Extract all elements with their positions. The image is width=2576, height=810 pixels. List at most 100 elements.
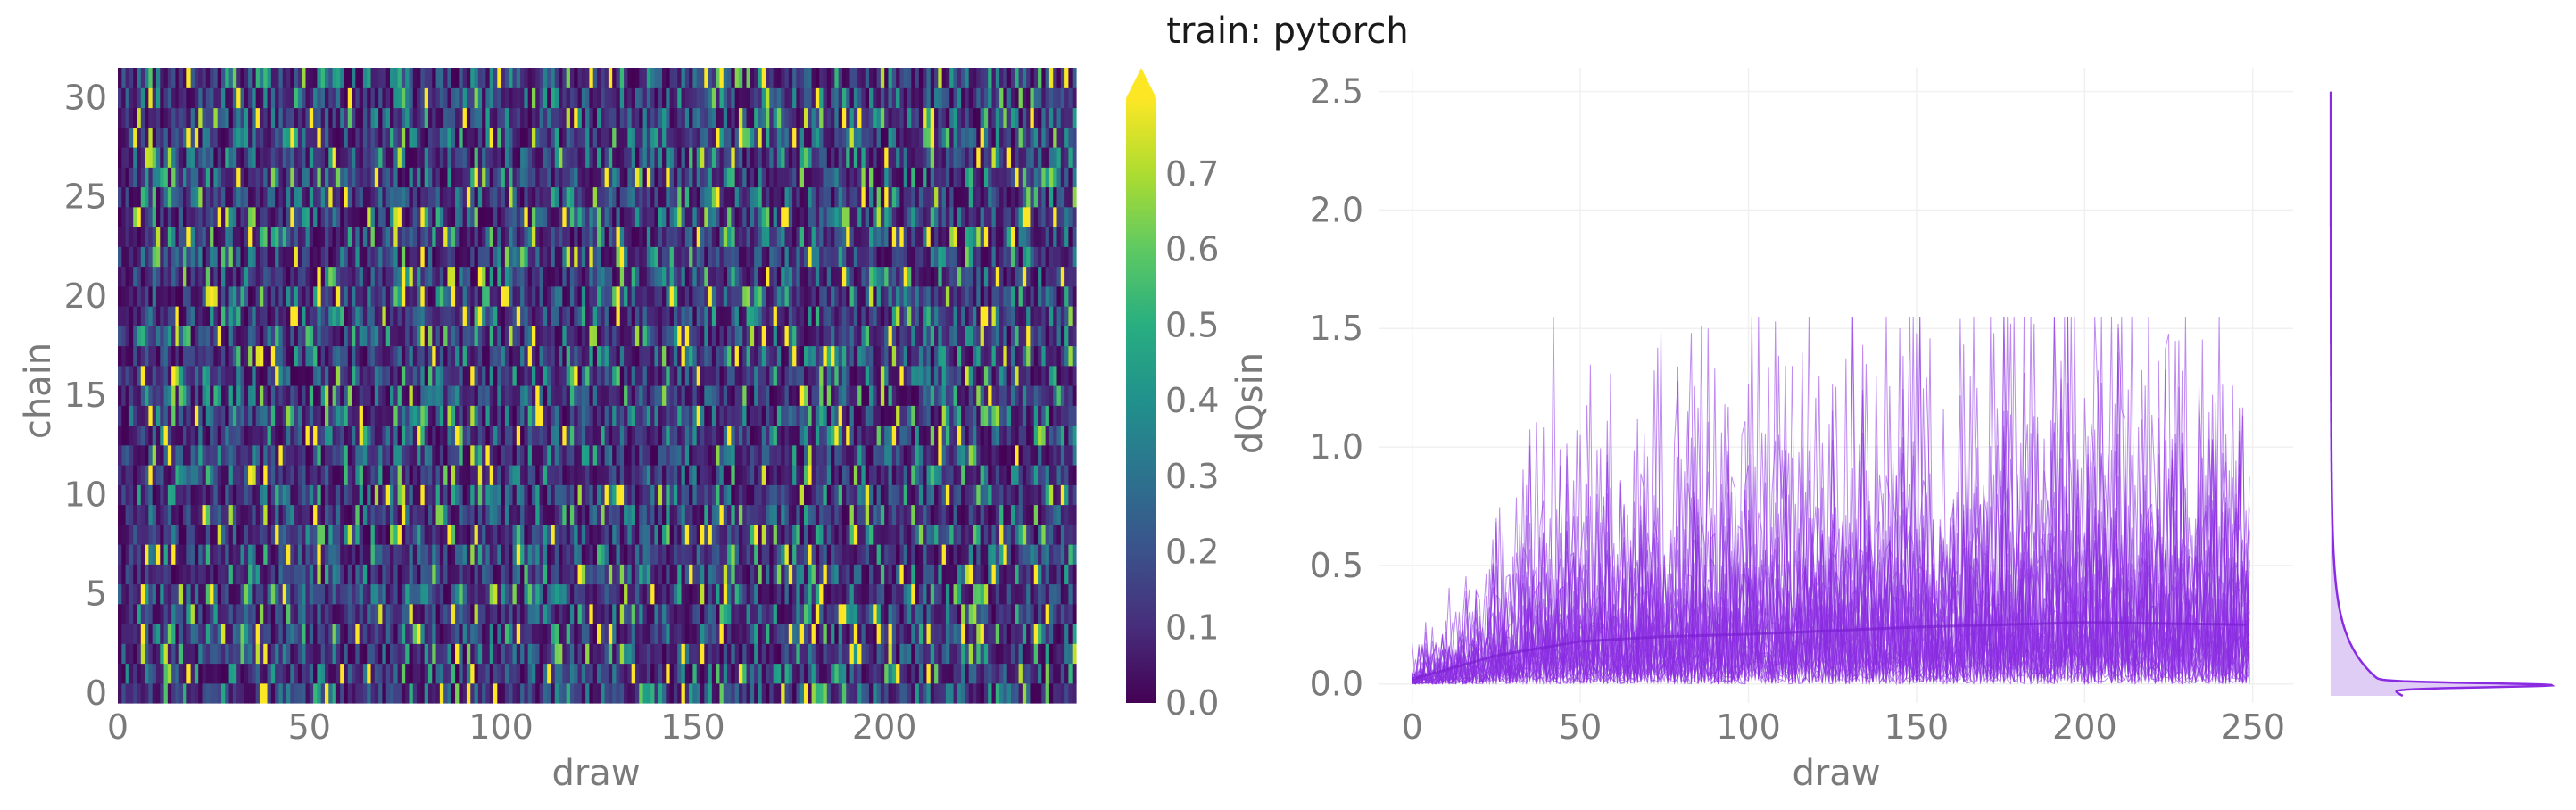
heatmap-cell [569, 643, 575, 665]
heatmap-cell [462, 663, 468, 684]
heatmap-cell [504, 365, 509, 386]
heatmap-cell [275, 306, 280, 326]
heatmap-cell [362, 583, 368, 605]
heatmap-cell [359, 345, 364, 367]
heatmap-cell [183, 306, 187, 326]
heatmap-cell [547, 603, 552, 624]
heatmap-cell [873, 524, 878, 545]
heatmap-cell [275, 682, 280, 704]
heatmap-cell [297, 326, 302, 347]
heatmap-cell [926, 405, 932, 426]
heatmap-cell [823, 385, 828, 406]
heatmap-cell [1060, 385, 1065, 406]
heatmap-cell [716, 465, 721, 485]
heatmap-cell [313, 583, 318, 605]
heatmap-cell [320, 385, 326, 406]
heatmap-cell [186, 663, 192, 684]
heatmap-cell [133, 583, 138, 605]
heatmap-cell [761, 306, 766, 326]
heatmap-cell [320, 484, 326, 506]
heatmap-cell [125, 583, 130, 605]
heatmap-cell [938, 524, 943, 545]
heatmap-cell [711, 405, 716, 426]
heatmap-cell [155, 504, 161, 525]
heatmap-cell [758, 643, 763, 665]
heatmap-cell [278, 385, 284, 406]
heatmap-cell [539, 504, 544, 525]
heatmap-cell [320, 524, 326, 545]
heatmap-cell [792, 306, 797, 326]
heatmap-cell [742, 444, 748, 466]
heatmap-cell [646, 345, 651, 367]
heatmap-cell [841, 663, 847, 684]
heatmap-cell [650, 682, 656, 704]
heatmap-cell [163, 444, 169, 466]
heatmap-cell [477, 465, 483, 485]
heatmap-cell [938, 405, 943, 426]
heatmap-cell [328, 465, 334, 485]
heatmap-cell [853, 306, 858, 326]
heatmap-cell [1048, 484, 1054, 506]
heatmap-cell [577, 306, 583, 326]
heatmap-cell [470, 405, 476, 426]
heatmap-cell [313, 564, 318, 585]
heatmap-cell [145, 544, 149, 565]
heatmap-cell [118, 345, 122, 367]
heatmap-cell [359, 405, 364, 426]
heatmap-cell [968, 425, 973, 446]
heatmap-cell [719, 484, 725, 506]
heatmap-cell [535, 425, 541, 446]
heatmap-cell [808, 326, 813, 347]
heatmap-cell [589, 663, 594, 684]
heatmap-cell [918, 624, 924, 644]
heatmap-cell [700, 603, 705, 624]
heatmap-cell [723, 624, 728, 644]
heatmap-cell [815, 564, 820, 585]
heatmap-cell [417, 484, 421, 506]
heatmap-cell [455, 663, 460, 684]
heatmap-cell [980, 484, 985, 506]
heatmap-cell [370, 583, 376, 605]
heatmap-cell [267, 564, 272, 585]
heatmap-cell [738, 484, 743, 506]
heatmap-cell [803, 524, 808, 545]
heatmap-cell [926, 544, 932, 565]
heatmap-cell [370, 306, 376, 326]
heatmap-cell [589, 504, 594, 525]
heatmap-cell [455, 385, 460, 406]
heatmap-cell [792, 504, 797, 525]
heatmap-cell [340, 624, 345, 644]
heatmap-cell [861, 484, 866, 506]
heatmap-cell [512, 583, 518, 605]
heatmap-cell [945, 504, 950, 525]
heatmap-cell [220, 624, 226, 644]
heatmap-cell [601, 564, 606, 585]
heatmap-cell [160, 663, 165, 684]
heatmap-cell [803, 345, 808, 367]
heatmap-cell [559, 624, 563, 644]
heatmap-cell [592, 624, 598, 644]
heatmap-cell [566, 643, 571, 665]
heatmap-cell [485, 306, 491, 326]
heatmap-cell [1033, 385, 1039, 406]
heatmap-cell [305, 425, 311, 446]
heatmap-cell [198, 583, 203, 605]
heatmap-cell [397, 326, 402, 347]
heatmap-cell [493, 524, 498, 545]
heatmap-cell [493, 484, 498, 506]
heatmap-cell [957, 484, 962, 506]
heatmap-cell [973, 484, 977, 506]
heatmap-cell [673, 306, 678, 326]
heatmap-cell [941, 583, 947, 605]
heatmap-cell [324, 603, 329, 624]
heatmap-cell [766, 643, 770, 665]
heatmap-cell [527, 306, 533, 326]
heatmap-cell [831, 603, 835, 624]
heatmap-cell [642, 405, 648, 426]
heatmap-cell [826, 544, 832, 565]
heatmap-cell [696, 624, 701, 644]
heatmap-cell [309, 465, 314, 485]
heatmap-cell [302, 405, 307, 426]
heatmap-cell [405, 405, 410, 426]
heatmap-cell [362, 306, 368, 326]
